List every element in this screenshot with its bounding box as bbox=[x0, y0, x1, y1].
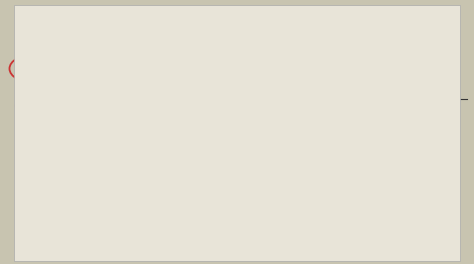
Text: (4): (4) bbox=[244, 180, 260, 190]
Text: $\frac{6Gm^2}{l}$: $\frac{6Gm^2}{l}$ bbox=[111, 173, 140, 196]
Text: (3): (3) bbox=[71, 173, 87, 183]
Text: $\frac{Gm^2}{l}$: $\frac{Gm^2}{l}$ bbox=[306, 180, 329, 202]
Text: Three masses, $m$, $2m$ and $3m$ are placed at the
corners of an equilateral tri: Three masses, $m$, $2m$ and $3m$ are pla… bbox=[76, 5, 373, 64]
Text: $\frac{Gm^2}{l}$: $\frac{Gm^2}{l}$ bbox=[268, 117, 291, 140]
Text: 7: 7 bbox=[32, 62, 39, 75]
Text: $\frac{11}{2}$: $\frac{11}{2}$ bbox=[277, 180, 291, 202]
Text: 43.: 43. bbox=[24, 211, 43, 222]
Text: (2): (2) bbox=[199, 117, 215, 128]
Text: $\frac{3}{2}$: $\frac{3}{2}$ bbox=[239, 117, 247, 140]
Text: 42.: 42. bbox=[33, 8, 53, 19]
Text: Assume that, earth is rotating with
velocity at which: Assume that, earth is rotating with velo… bbox=[76, 211, 279, 235]
Text: $\frac{3Gm^2}{l}$: $\frac{3Gm^2}{l}$ bbox=[47, 117, 76, 140]
Text: 9: 9 bbox=[417, 234, 426, 248]
